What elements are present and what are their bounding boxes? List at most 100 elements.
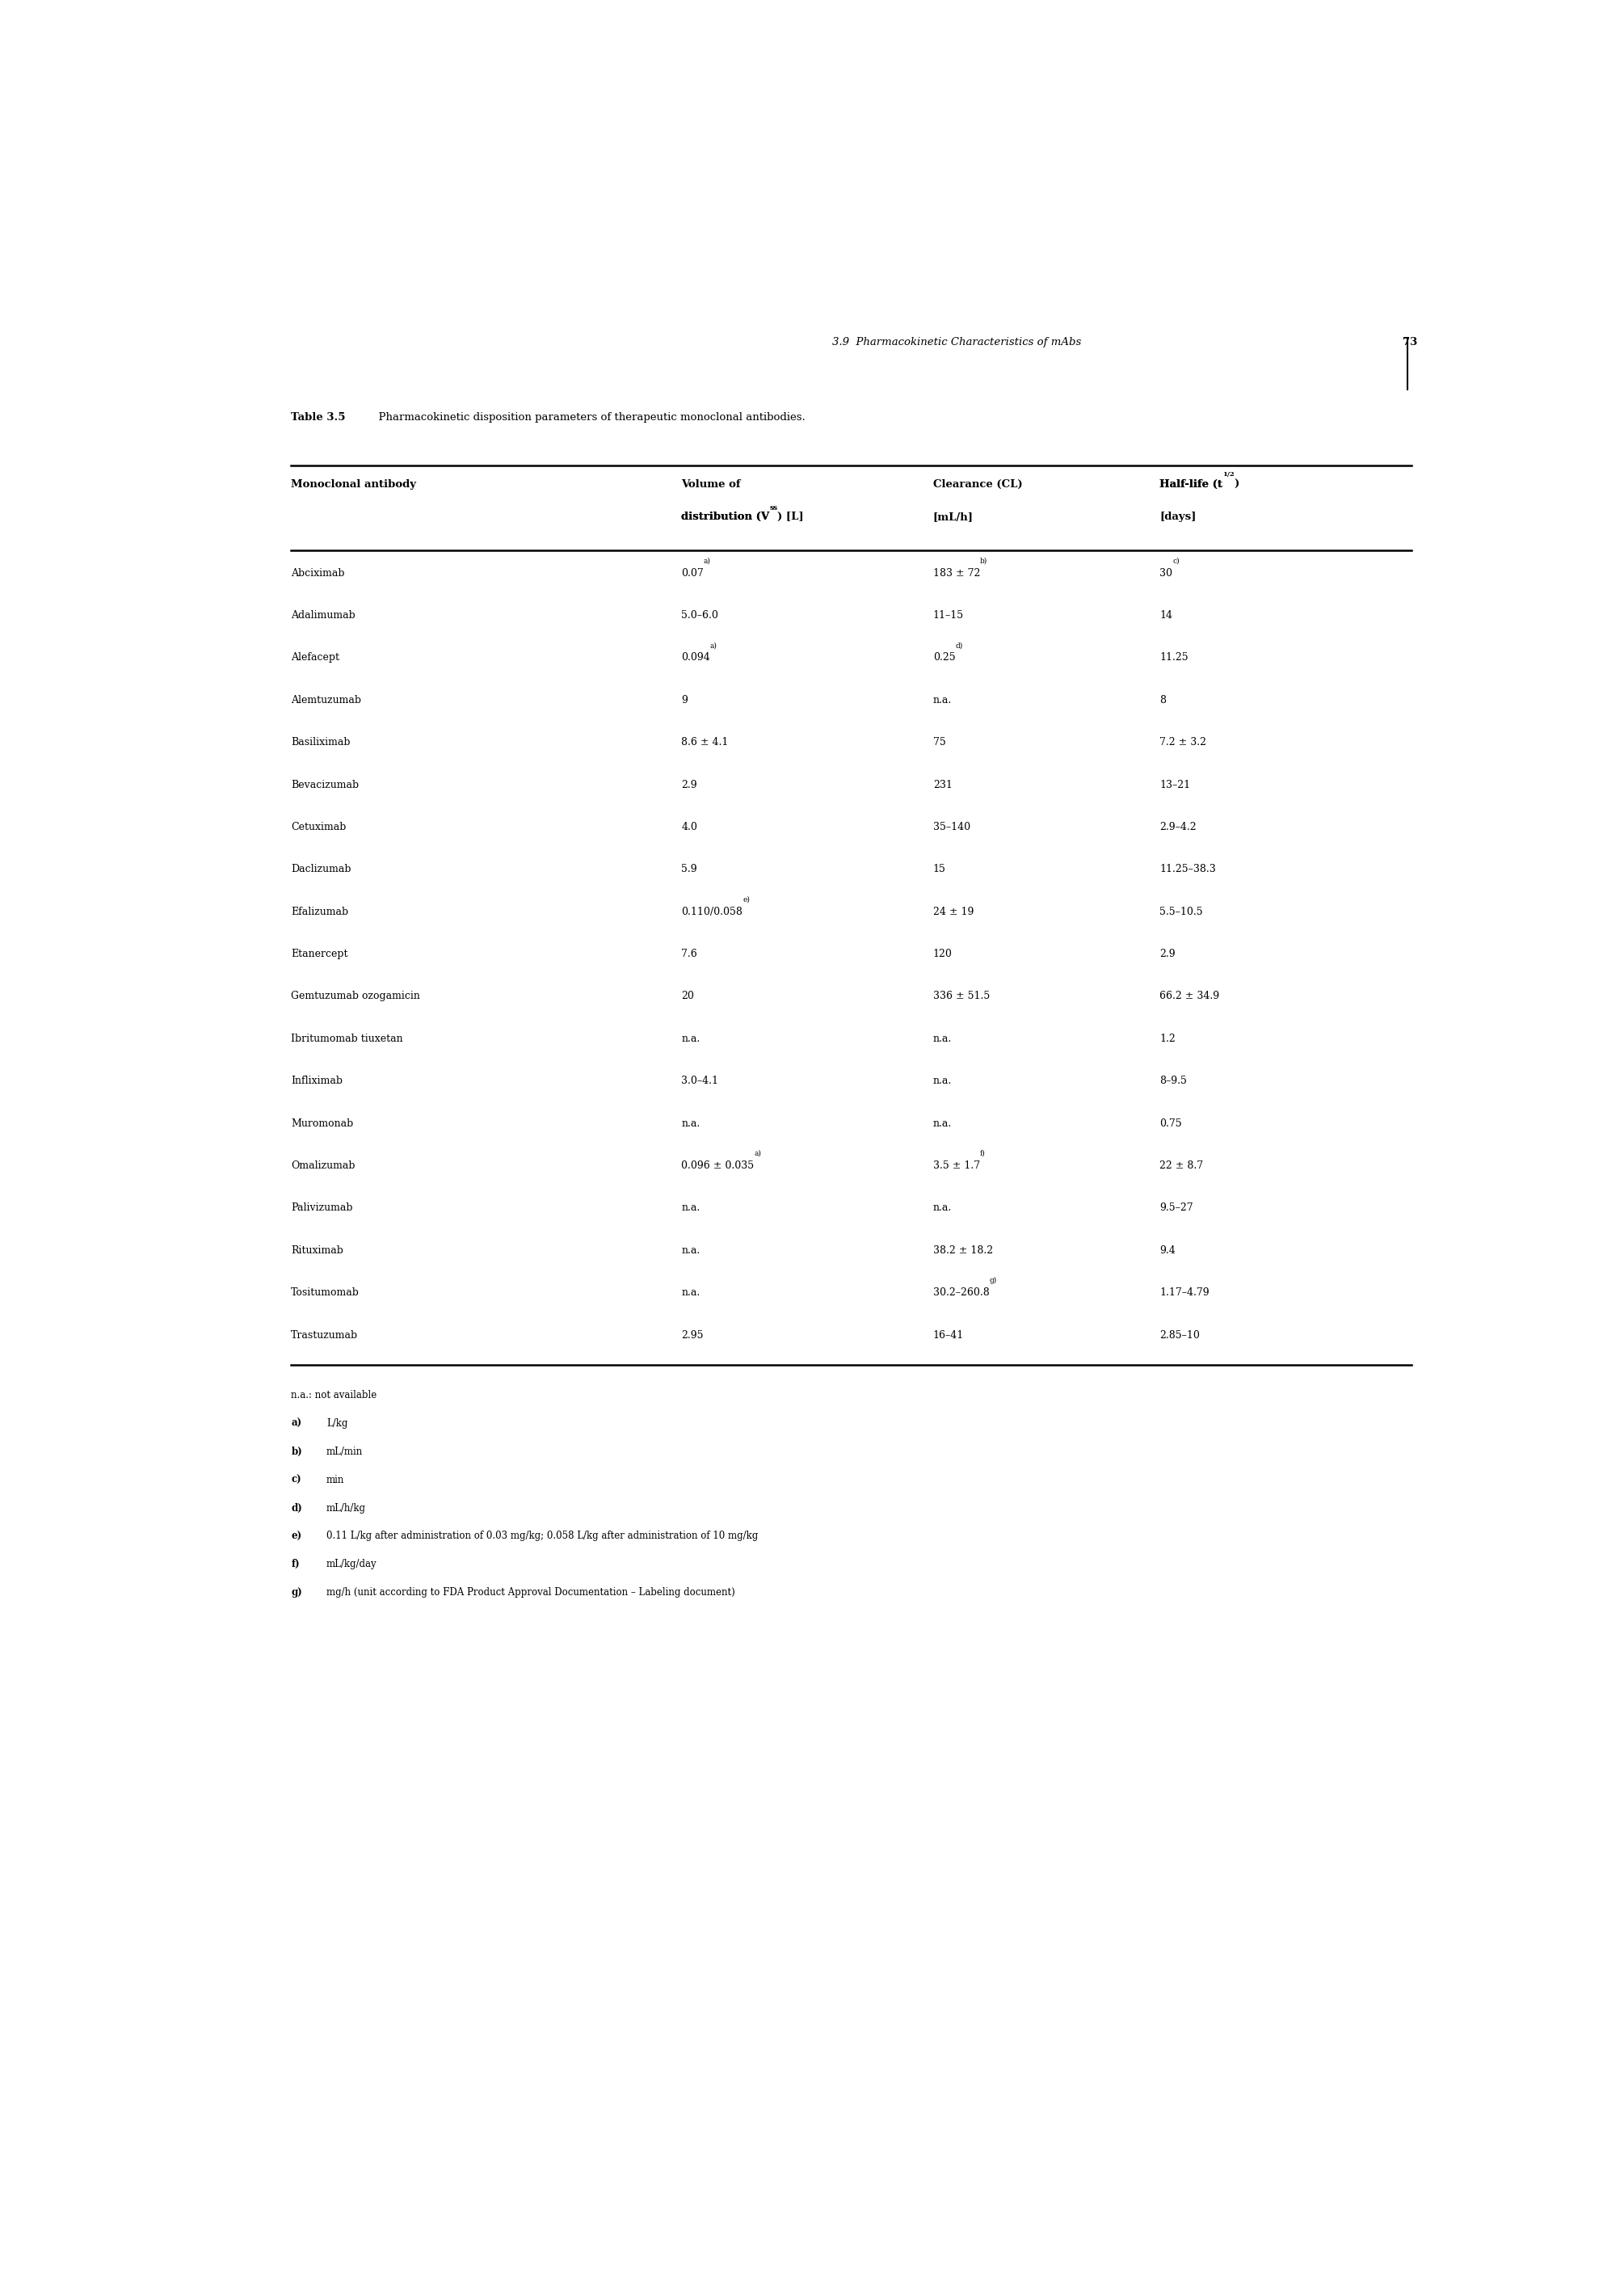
Text: n.a.: n.a.: [932, 694, 952, 706]
Text: 2.95: 2.95: [682, 1329, 703, 1340]
Text: Alefacept: Alefacept: [291, 653, 339, 662]
Text: 35–140: 35–140: [932, 822, 970, 832]
Text: 73: 73: [1403, 337, 1418, 348]
Text: 30: 30: [1160, 568, 1173, 577]
Text: n.a.: n.a.: [932, 1077, 952, 1086]
Text: g): g): [291, 1588, 302, 1597]
Text: n.a.: n.a.: [682, 1288, 700, 1299]
Text: 3.0–4.1: 3.0–4.1: [682, 1077, 718, 1086]
Text: 120: 120: [932, 948, 952, 960]
Text: 3.5 ± 1.7: 3.5 ± 1.7: [932, 1162, 979, 1171]
Text: 5.0–6.0: 5.0–6.0: [682, 609, 718, 621]
Text: a): a): [710, 641, 718, 648]
Text: e): e): [291, 1530, 302, 1542]
Text: e): e): [742, 896, 750, 903]
Text: 13–21: 13–21: [1160, 779, 1190, 790]
Text: Daclizumab: Daclizumab: [291, 864, 351, 875]
Text: 5.5–10.5: 5.5–10.5: [1160, 907, 1203, 916]
Text: Volume of: Volume of: [682, 479, 741, 490]
Text: 75: 75: [932, 738, 945, 747]
Text: 22 ± 8.7: 22 ± 8.7: [1160, 1162, 1203, 1171]
Text: f): f): [291, 1560, 300, 1569]
Text: min: min: [326, 1475, 344, 1485]
Text: Clearance (CL): Clearance (CL): [932, 479, 1023, 490]
Text: Etanercept: Etanercept: [291, 948, 348, 960]
Text: 30.2–260.8: 30.2–260.8: [932, 1288, 989, 1299]
Text: 0.75: 0.75: [1160, 1118, 1182, 1129]
Text: Infliximab: Infliximab: [291, 1077, 343, 1086]
Text: a): a): [703, 557, 711, 564]
Text: mL/min: mL/min: [326, 1446, 362, 1457]
Text: 0.07: 0.07: [682, 568, 703, 577]
Text: Palivizumab: Palivizumab: [291, 1203, 352, 1214]
Text: Pharmacokinetic disposition parameters of therapeutic monoclonal antibodies.: Pharmacokinetic disposition parameters o…: [372, 412, 806, 424]
Text: 66.2 ± 34.9: 66.2 ± 34.9: [1160, 992, 1220, 1001]
Text: Muromonab: Muromonab: [291, 1118, 354, 1129]
Text: a): a): [291, 1418, 302, 1430]
Text: n.a.: n.a.: [682, 1246, 700, 1255]
Text: 8: 8: [1160, 694, 1166, 706]
Text: distribution (V: distribution (V: [682, 511, 770, 522]
Text: b): b): [291, 1446, 302, 1457]
Text: 7.2 ± 3.2: 7.2 ± 3.2: [1160, 738, 1207, 747]
Text: 3.9  Pharmacokinetic Characteristics of mAbs: 3.9 Pharmacokinetic Characteristics of m…: [833, 337, 1082, 348]
Text: ) [L]: ) [L]: [778, 511, 804, 522]
Text: n.a.: n.a.: [932, 1033, 952, 1045]
Text: 0.096 ± 0.035: 0.096 ± 0.035: [682, 1162, 754, 1171]
Text: Omalizumab: Omalizumab: [291, 1162, 356, 1171]
Text: Gemtuzumab ozogamicin: Gemtuzumab ozogamicin: [291, 992, 421, 1001]
Text: c): c): [1173, 557, 1179, 564]
Text: a): a): [754, 1150, 762, 1157]
Text: 2.85–10: 2.85–10: [1160, 1329, 1200, 1340]
Text: Adalimumab: Adalimumab: [291, 609, 356, 621]
Text: 1/2: 1/2: [1223, 470, 1234, 477]
Text: n.a.: n.a.: [932, 1118, 952, 1129]
Text: mg/h (unit according to FDA Product Approval Documentation – Labeling document): mg/h (unit according to FDA Product Appr…: [326, 1588, 736, 1597]
Text: [mL/h]: [mL/h]: [932, 511, 973, 522]
Text: ss: ss: [770, 504, 778, 511]
Text: L/kg: L/kg: [326, 1418, 348, 1430]
Text: 38.2 ± 18.2: 38.2 ± 18.2: [932, 1246, 992, 1255]
Text: Half-life (t: Half-life (t: [1160, 479, 1223, 490]
Text: d): d): [291, 1503, 302, 1514]
Text: Bevacizumab: Bevacizumab: [291, 779, 359, 790]
Text: n.a.: n.a.: [682, 1118, 700, 1129]
Text: 5.9: 5.9: [682, 864, 697, 875]
Text: Trastuzumab: Trastuzumab: [291, 1329, 359, 1340]
Text: Ibritumomab tiuxetan: Ibritumomab tiuxetan: [291, 1033, 403, 1045]
Text: Rituximab: Rituximab: [291, 1246, 344, 1255]
Text: 11.25–38.3: 11.25–38.3: [1160, 864, 1216, 875]
Text: Alemtuzumab: Alemtuzumab: [291, 694, 362, 706]
Text: 9.4: 9.4: [1160, 1246, 1176, 1255]
Text: 7.6: 7.6: [682, 948, 697, 960]
Text: n.a.: n.a.: [682, 1203, 700, 1214]
Text: distribution (V: distribution (V: [682, 511, 770, 522]
Text: g): g): [989, 1276, 997, 1285]
Text: 0.110/0.058: 0.110/0.058: [682, 907, 742, 916]
Text: 24 ± 19: 24 ± 19: [932, 907, 974, 916]
Text: 183 ± 72: 183 ± 72: [932, 568, 981, 577]
Text: 15: 15: [932, 864, 945, 875]
Text: Basiliximab: Basiliximab: [291, 738, 351, 747]
Text: 0.094: 0.094: [682, 653, 710, 662]
Text: Table 3.5: Table 3.5: [291, 412, 346, 424]
Text: 231: 231: [932, 779, 952, 790]
Text: Abciximab: Abciximab: [291, 568, 344, 577]
Text: c): c): [291, 1475, 302, 1485]
Text: 336 ± 51.5: 336 ± 51.5: [932, 992, 989, 1001]
Text: 1.17–4.79: 1.17–4.79: [1160, 1288, 1210, 1299]
Text: [days]: [days]: [1160, 511, 1197, 522]
Text: ): ): [1234, 479, 1239, 490]
Text: n.a.: n.a.: [932, 1203, 952, 1214]
Text: 2.9–4.2: 2.9–4.2: [1160, 822, 1197, 832]
Text: 2.9: 2.9: [682, 779, 697, 790]
Text: 8–9.5: 8–9.5: [1160, 1077, 1187, 1086]
Text: f): f): [979, 1150, 986, 1157]
Text: 2.9: 2.9: [1160, 948, 1176, 960]
Text: 8.6 ± 4.1: 8.6 ± 4.1: [682, 738, 729, 747]
Text: Cetuximab: Cetuximab: [291, 822, 346, 832]
Text: b): b): [981, 557, 987, 564]
Text: 9.5–27: 9.5–27: [1160, 1203, 1194, 1214]
Text: 4.0: 4.0: [682, 822, 697, 832]
Text: 0.11 L/kg after administration of 0.03 mg/kg; 0.058 L/kg after administration of: 0.11 L/kg after administration of 0.03 m…: [326, 1530, 758, 1542]
